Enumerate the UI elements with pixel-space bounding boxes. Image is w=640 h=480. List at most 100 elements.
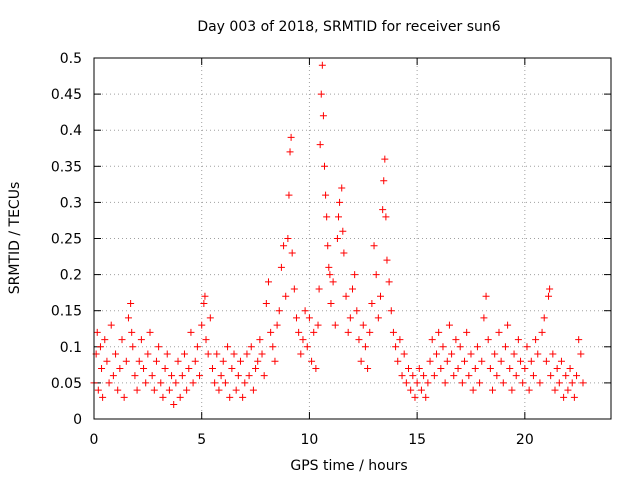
data-point <box>575 336 583 344</box>
data-point <box>105 379 113 387</box>
data-point <box>546 285 554 293</box>
data-point <box>551 386 559 394</box>
data-point <box>493 372 501 380</box>
data-point <box>573 372 581 380</box>
data-point <box>204 350 212 358</box>
data-point <box>368 299 376 307</box>
data-point <box>370 242 378 250</box>
data-point <box>527 357 535 365</box>
data-point <box>152 357 160 365</box>
data-point <box>433 350 441 358</box>
data-point <box>196 372 204 380</box>
data-point <box>318 61 326 69</box>
data-point <box>129 343 137 351</box>
data-point <box>357 357 365 365</box>
data-point <box>236 357 244 365</box>
data-point <box>295 328 303 336</box>
data-point <box>508 386 516 394</box>
data-point <box>116 364 124 372</box>
data-point <box>254 357 262 365</box>
data-point <box>476 379 484 387</box>
data-point <box>161 364 169 372</box>
data-point <box>486 364 494 372</box>
data-point <box>553 364 561 372</box>
data-point <box>560 393 568 401</box>
data-point <box>372 271 380 279</box>
data-point <box>529 372 537 380</box>
data-point <box>245 372 253 380</box>
data-point <box>579 379 587 387</box>
data-point <box>319 112 327 120</box>
data-point <box>172 379 180 387</box>
data-point <box>568 379 576 387</box>
data-point <box>448 350 456 358</box>
data-point <box>430 372 438 380</box>
data-point <box>445 321 453 329</box>
data-point <box>142 379 150 387</box>
data-point <box>189 379 197 387</box>
data-point <box>389 328 397 336</box>
data-point <box>140 364 148 372</box>
data-point <box>465 372 473 380</box>
data-point <box>234 372 242 380</box>
data-point <box>364 364 372 372</box>
data-point <box>435 328 443 336</box>
axis-ticks: 0 0.05 0.1 0.15 0.2 0.25 0.3 0.35 0.4 0.45 0.5 0 5 10… <box>51 51 611 448</box>
data-point <box>409 372 417 380</box>
data-point <box>538 328 546 336</box>
data-point <box>277 263 285 271</box>
data-point <box>534 350 542 358</box>
data-point <box>555 379 563 387</box>
data-point <box>206 314 214 322</box>
data-point <box>122 357 130 365</box>
data-point <box>351 271 359 279</box>
data-point <box>180 350 188 358</box>
data-point <box>557 357 565 365</box>
data-point <box>303 343 311 351</box>
grid <box>94 58 611 419</box>
data-point <box>112 350 120 358</box>
y-tick-label: 0.5 <box>60 51 82 67</box>
data-point <box>489 386 497 394</box>
data-point <box>178 372 186 380</box>
data-point <box>523 343 531 351</box>
data-point <box>491 350 499 358</box>
data-point <box>310 328 318 336</box>
data-point <box>187 328 195 336</box>
y-tick-label: 0.2 <box>60 268 82 284</box>
y-tick-label: 0.15 <box>51 304 82 320</box>
data-point <box>380 177 388 185</box>
data-point <box>128 328 136 336</box>
data-point <box>441 379 449 387</box>
data-point <box>226 393 234 401</box>
data-point <box>176 393 184 401</box>
data-point <box>504 321 512 329</box>
data-point <box>426 357 434 365</box>
data-point <box>137 336 145 344</box>
data-point <box>284 235 292 242</box>
data-point <box>96 343 104 351</box>
data-point <box>495 328 503 336</box>
x-axis-label: GPS time / hours <box>290 458 407 474</box>
data-point <box>400 350 408 358</box>
data-point <box>118 336 126 344</box>
data-point <box>536 379 544 387</box>
data-point <box>482 292 490 300</box>
x-tick-label: 20 <box>516 432 534 448</box>
data-point <box>381 155 389 163</box>
data-point <box>452 336 460 344</box>
data-point <box>258 350 266 358</box>
data-point <box>198 321 206 329</box>
data-point <box>280 242 288 250</box>
data-point <box>243 350 251 358</box>
data-point <box>385 278 393 286</box>
y-axis-label: SRMTID / TECUs <box>7 182 23 295</box>
data-point <box>562 372 570 380</box>
data-point <box>547 372 555 380</box>
data-point <box>193 343 201 351</box>
data-point <box>317 90 325 98</box>
data-point <box>340 249 348 257</box>
data-point <box>355 336 363 344</box>
data-point <box>480 314 488 322</box>
